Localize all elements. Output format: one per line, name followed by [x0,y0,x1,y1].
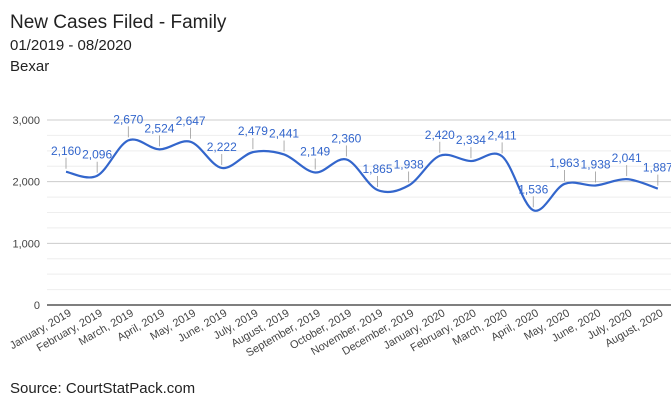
data-point [376,188,380,192]
grid-lines [47,119,671,291]
y-tick-label: 3,000 [12,115,40,127]
data-point [189,140,193,144]
data-label: 1,963 [549,156,579,170]
data-label: 2,441 [269,126,299,140]
data-label: 2,041 [612,151,642,165]
data-point [313,170,317,174]
data-point [126,138,130,142]
data-label: 2,160 [51,144,81,158]
y-axis-ticks: 0 1,000 2,000 3,000 [12,115,40,312]
data-label: 2,420 [425,128,455,142]
data-point [656,187,660,191]
data-point [438,154,442,158]
data-label: 1,938 [581,157,611,171]
data-label: 2,647 [176,114,206,128]
data-label: 1,865 [362,162,392,176]
county-label: Bexar [10,58,50,75]
data-label: 2,222 [207,140,237,154]
chart-title: New Cases Filed - Family [10,12,227,33]
data-point [344,157,348,161]
data-point [594,183,598,187]
data-point [220,166,224,170]
data-point [64,170,68,174]
date-range-subtitle: 01/2019 - 08/2020 [10,37,132,54]
data-label: 2,096 [82,148,112,162]
y-tick-label: 2,000 [12,177,40,189]
series-line [65,138,659,212]
data-label: 2,479 [238,124,268,138]
data-label: 1,536 [518,182,548,196]
data-point [95,174,99,178]
data-point [157,147,161,151]
data-point [562,182,566,186]
data-label: 2,149 [300,144,330,158]
y-tick-label: 0 [34,300,40,312]
source-note: Source: CourtStatPack.com [10,380,196,397]
series-layer [64,138,660,212]
data-label: 2,411 [488,128,517,142]
data-point [625,177,629,181]
data-point [469,159,473,163]
y-tick-label: 1,000 [12,238,40,250]
data-point [531,208,535,212]
data-point [500,154,504,158]
data-label: 2,524 [144,121,174,135]
data-label: 1,938 [394,157,424,171]
data-label: 1,887 [643,161,671,175]
data-point [407,183,411,187]
data-point [282,152,286,156]
data-point [251,150,255,154]
data-label: 2,334 [456,133,486,147]
data-label: 2,360 [331,131,361,145]
data-label: 2,670 [113,112,143,126]
